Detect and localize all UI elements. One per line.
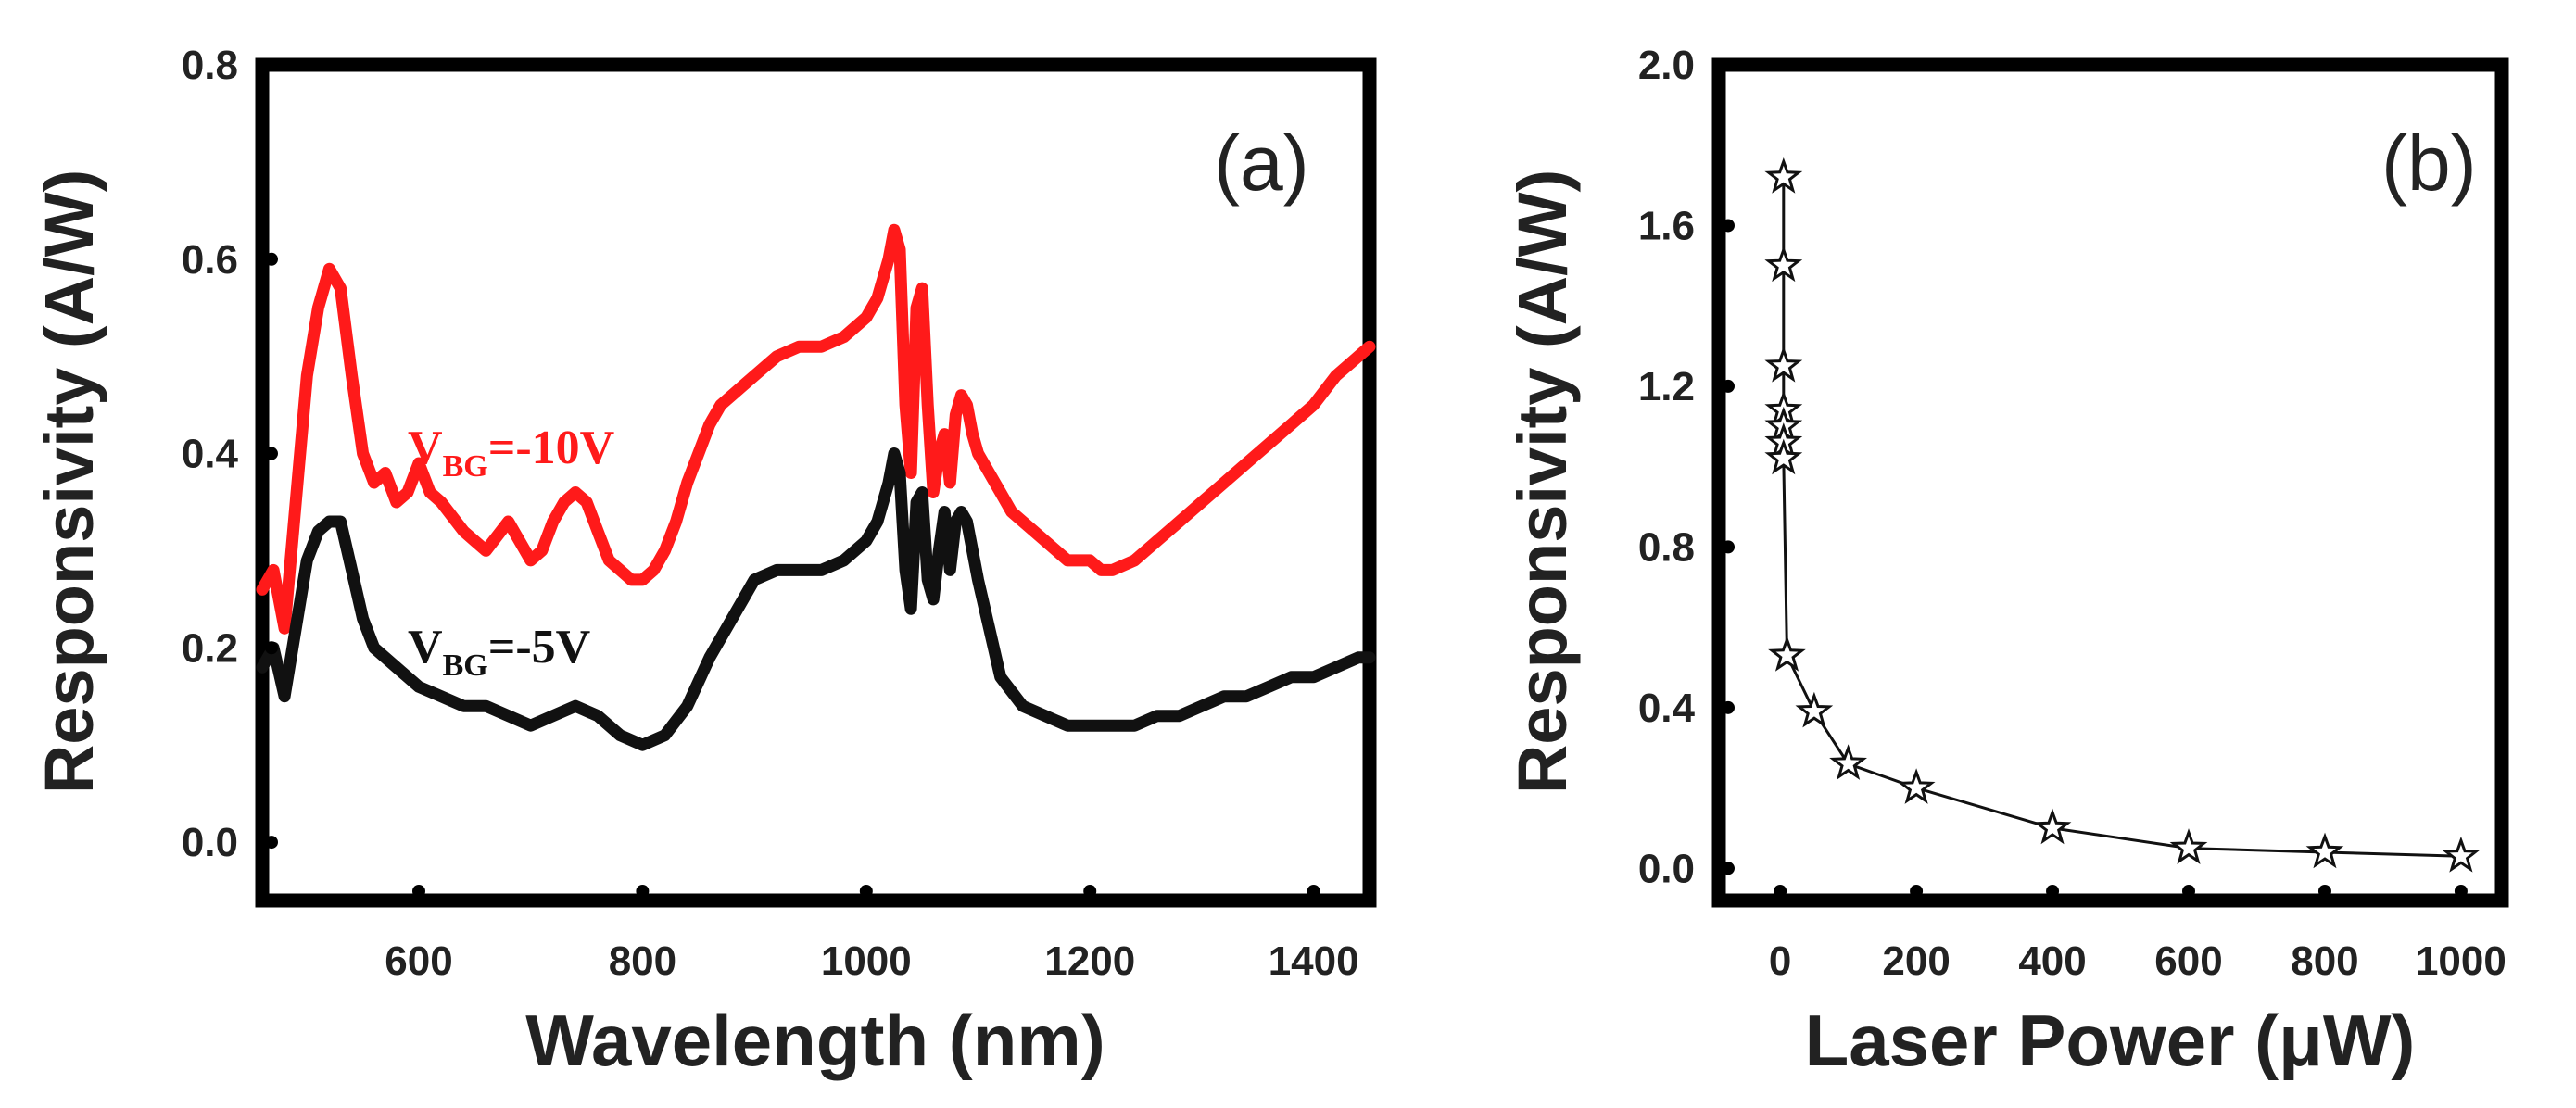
x-tick-label: 1400 xyxy=(1269,938,1359,984)
data-point-star xyxy=(1795,691,1834,728)
y-tick-mark xyxy=(265,252,278,266)
x-tick-label: 1200 xyxy=(1044,938,1135,984)
y-tick-mark xyxy=(1722,379,1735,393)
series-line-1-0 xyxy=(1782,175,2463,858)
data-point-star xyxy=(1768,636,1806,672)
y-tick-label: 0.8 xyxy=(182,43,238,88)
plot-area-b xyxy=(1711,57,2509,908)
panel-label-a: (a) xyxy=(1214,120,1309,207)
series-label-red-rest: =-10V xyxy=(488,422,615,474)
series-line-0-0 xyxy=(256,223,1376,635)
series-label-black: VBG=-5V xyxy=(408,621,590,683)
y-tick-label: 1.6 xyxy=(1638,203,1695,248)
x-axis-title-a: Wavelength (nm) xyxy=(525,1000,1105,1081)
y-tick-mark xyxy=(1722,862,1735,875)
x-tick-mark xyxy=(1307,885,1320,898)
data-point-star xyxy=(2033,808,2072,845)
series-label-red-main: V xyxy=(408,422,443,474)
series-label-red: VBG=-10V xyxy=(408,422,614,484)
y-tick-mark xyxy=(1722,540,1735,554)
ticks-a: 600 800 1000 1200 1400 0.0 0.2 0.4 0.6 0.8 xyxy=(182,43,1359,984)
data-point-star xyxy=(1764,157,1803,194)
y-tick-mark xyxy=(265,447,278,460)
series-label-black-rest: =-5V xyxy=(488,621,591,674)
series-label-red-sub: BG xyxy=(443,449,488,484)
plot-area-a xyxy=(255,57,1377,908)
y-tick-label: 0.0 xyxy=(1638,846,1695,891)
data-point-star xyxy=(1764,438,1803,475)
y-tick-mark xyxy=(1722,700,1735,714)
x-tick-label: 600 xyxy=(2154,938,2222,984)
x-tick-label: 0 xyxy=(1769,938,1791,984)
x-tick-label: 1000 xyxy=(2416,938,2507,984)
series-line-0-1 xyxy=(256,447,1376,751)
x-tick-mark xyxy=(1083,885,1097,898)
data-point-star xyxy=(2305,832,2344,869)
x-tick-label: 200 xyxy=(1882,938,1950,984)
series-layer-a xyxy=(256,223,1376,751)
y-tick-mark xyxy=(265,836,278,850)
data-point-star xyxy=(1897,768,1936,804)
ticks-b: 0 200 400 600 800 1000 0.0 0.4 0.8 1.2 1.6 2.0 xyxy=(1638,43,2507,984)
data-point-star xyxy=(2169,828,2208,864)
data-point-star xyxy=(1829,744,1867,780)
x-tick-mark xyxy=(2454,885,2468,898)
panel-label-b: (b) xyxy=(2381,120,2477,207)
data-point-star xyxy=(1764,346,1803,383)
data-point-star xyxy=(1764,246,1803,283)
y-tick-mark xyxy=(1722,58,1735,71)
x-tick-mark xyxy=(1910,885,1924,898)
y-tick-label: 0.8 xyxy=(1638,524,1695,570)
x-tick-mark xyxy=(411,885,425,898)
data-point-star xyxy=(2442,836,2481,873)
series-layer-b xyxy=(1764,157,2481,873)
x-tick-mark xyxy=(2182,885,2195,898)
x-tick-mark xyxy=(636,885,650,898)
series-label-black-sub: BG xyxy=(443,648,488,683)
y-tick-label: 0.4 xyxy=(182,432,239,477)
x-tick-mark xyxy=(2046,885,2060,898)
y-tick-label: 1.2 xyxy=(1638,364,1695,409)
x-tick-label: 800 xyxy=(2291,938,2358,984)
x-tick-label: 800 xyxy=(609,938,676,984)
y-axis-title-a: Responsivity (A/W) xyxy=(31,170,107,794)
x-axis-title-b: Laser Power (μW) xyxy=(1805,1000,2416,1081)
y-tick-label: 0.6 xyxy=(182,237,238,283)
y-tick-mark xyxy=(265,58,278,71)
y-tick-mark xyxy=(1722,219,1735,233)
y-tick-label: 2.0 xyxy=(1638,43,1695,88)
x-tick-label: 1000 xyxy=(821,938,912,984)
x-tick-mark xyxy=(859,885,873,898)
x-tick-mark xyxy=(1774,885,1787,898)
y-tick-label: 0.2 xyxy=(182,625,238,671)
series-label-black-main: V xyxy=(408,621,443,674)
y-tick-mark xyxy=(265,641,278,655)
y-tick-label: 0.0 xyxy=(182,820,238,865)
y-axis-title-b: Responsivity (A/W) xyxy=(1504,170,1581,794)
x-tick-label: 600 xyxy=(385,938,452,984)
x-tick-mark xyxy=(2317,885,2331,898)
y-tick-label: 0.4 xyxy=(1638,686,1696,731)
x-tick-label: 400 xyxy=(2018,938,2086,984)
